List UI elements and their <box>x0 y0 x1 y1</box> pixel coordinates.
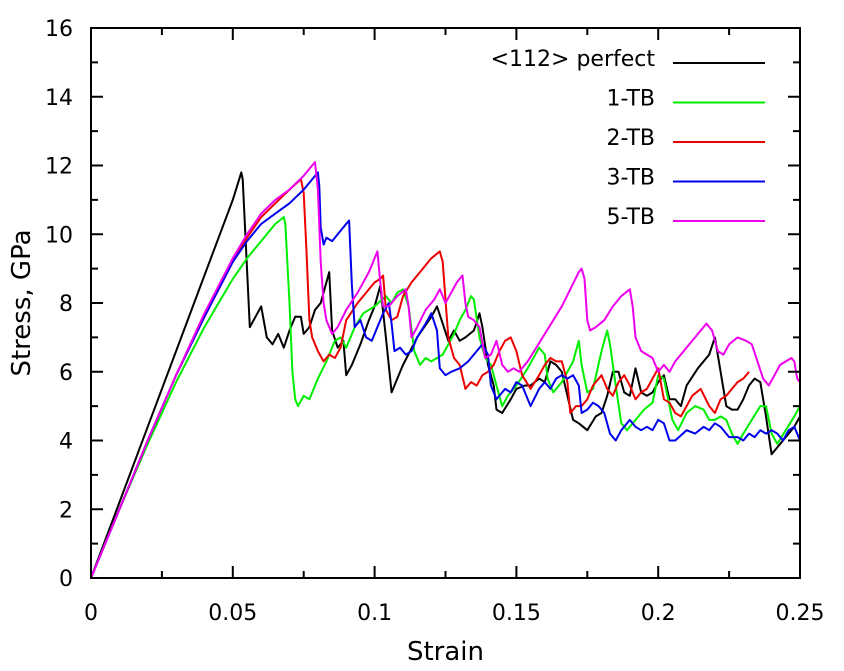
legend-label: <112> perfect <box>491 47 656 72</box>
x-tick-label: 0.05 <box>208 601 257 626</box>
y-tick-label: 14 <box>45 86 73 111</box>
x-tick-label: 0.2 <box>641 601 676 626</box>
series-line <box>91 216 800 578</box>
y-tick-label: 6 <box>59 361 73 386</box>
x-axis-title: Strain <box>407 637 484 667</box>
y-axis-title: Stress, GPa <box>7 229 37 376</box>
x-tick-label: 0.25 <box>776 601 825 626</box>
y-tick-label: 0 <box>59 567 73 592</box>
legend-label: 1-TB <box>607 87 655 112</box>
y-tick-label: 8 <box>59 292 73 317</box>
y-tick-label: 10 <box>45 223 73 248</box>
x-tick-label: 0 <box>84 601 98 626</box>
y-tick-label: 2 <box>59 498 73 523</box>
x-tick-label: 0.1 <box>357 601 392 626</box>
series-lines <box>91 161 800 578</box>
legend-label: 5-TB <box>607 205 655 230</box>
y-tick-label: 16 <box>45 17 73 42</box>
y-tick-label: 4 <box>59 430 73 455</box>
legend: <112> perfect 1-TB 2-TB 3-TB 5-TB <box>491 47 765 230</box>
y-tick-labels: 0 2 4 6 8 10 12 14 16 <box>45 17 73 592</box>
x-tick-label: 0.15 <box>492 601 541 626</box>
axis-ticks <box>90 27 801 579</box>
series-line <box>91 171 800 578</box>
legend-label: 3-TB <box>607 166 655 191</box>
x-tick-labels: 0 0.05 0.1 0.15 0.2 0.25 <box>84 601 824 626</box>
series-line <box>91 178 750 578</box>
series-line <box>91 161 800 578</box>
y-tick-label: 12 <box>45 155 73 180</box>
legend-label: 2-TB <box>607 126 655 151</box>
